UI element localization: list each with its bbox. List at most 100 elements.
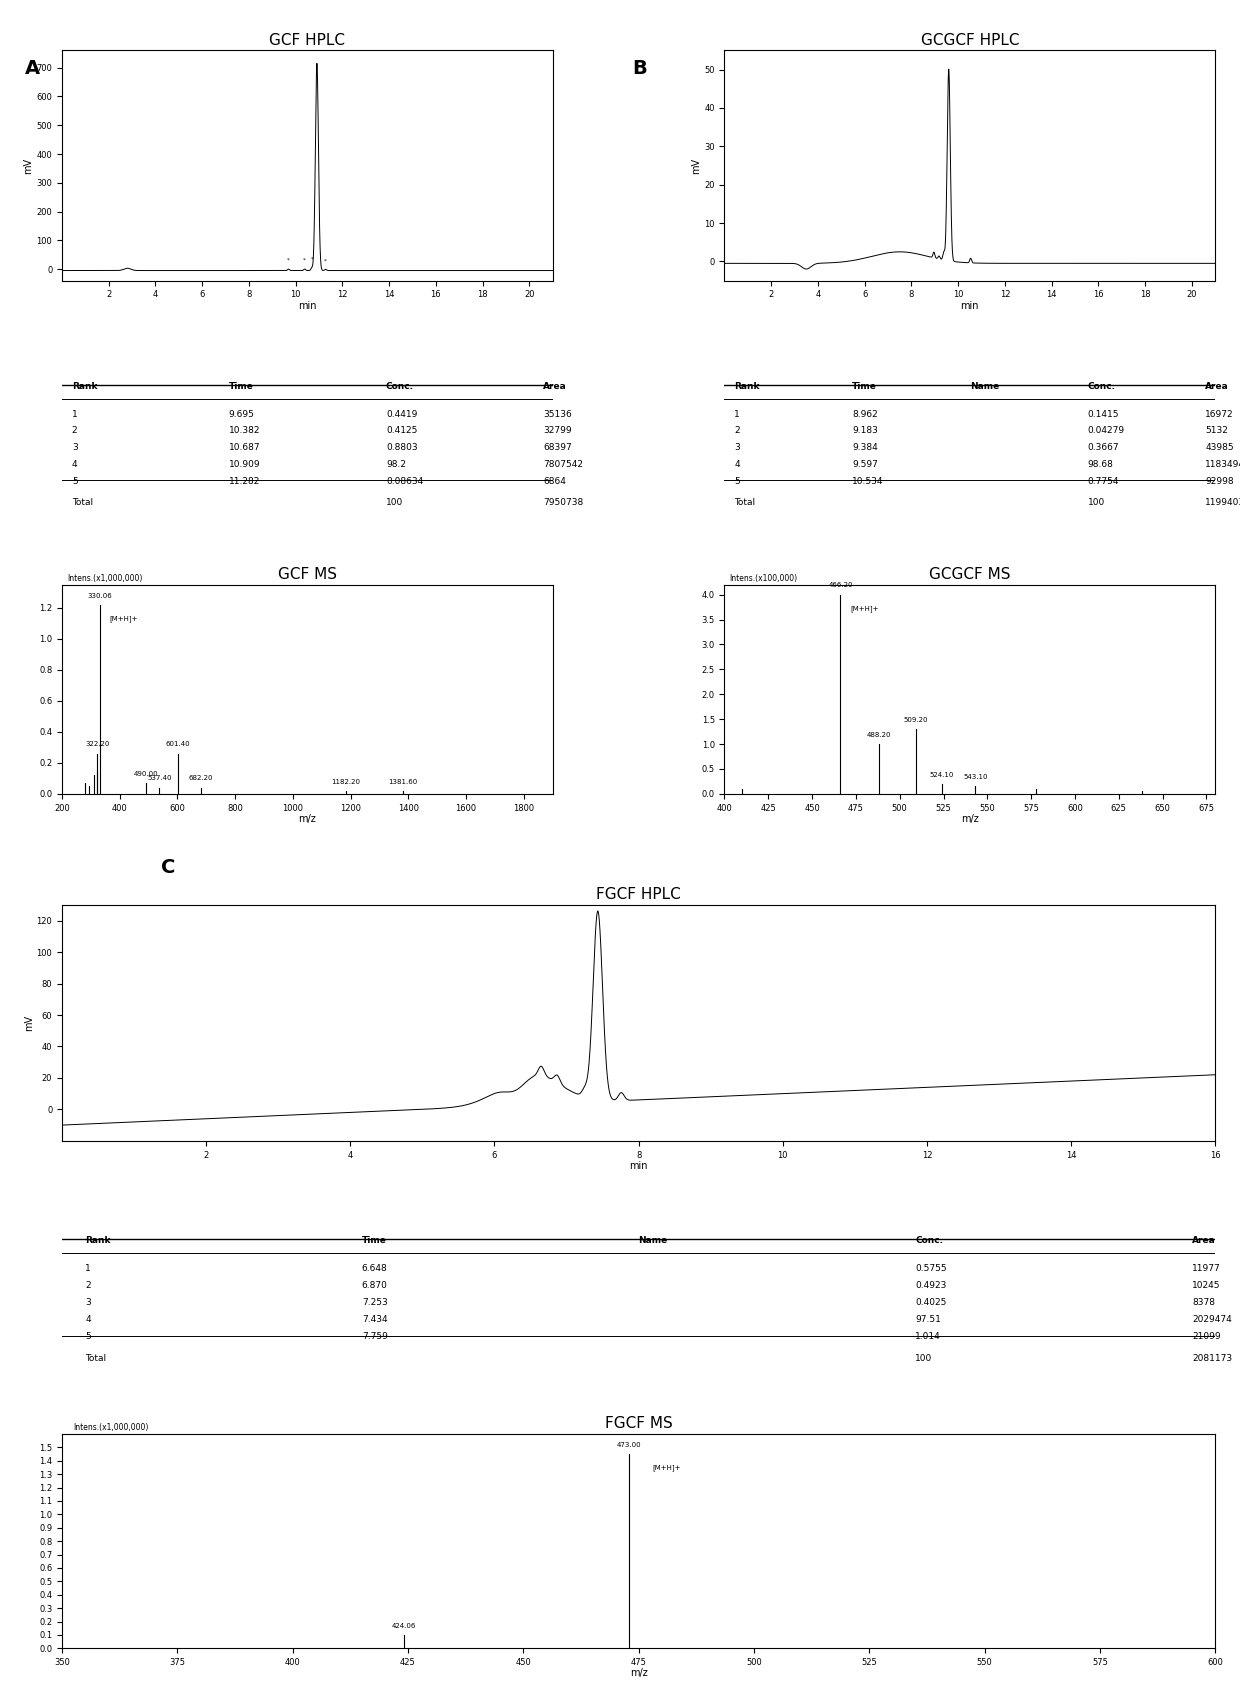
Text: 10.687: 10.687 [229,442,260,452]
Text: 682.20: 682.20 [188,775,213,782]
Text: 6.870: 6.870 [362,1282,388,1290]
Title: FGCF HPLC: FGCF HPLC [596,888,681,902]
Title: GCF HPLC: GCF HPLC [269,34,346,47]
Text: 11.282: 11.282 [229,476,260,486]
Text: 0.08634: 0.08634 [386,476,423,486]
Title: GCGCF HPLC: GCGCF HPLC [920,34,1019,47]
Text: 7.253: 7.253 [362,1299,388,1307]
Text: 97.51: 97.51 [915,1315,941,1324]
Text: Rank: Rank [86,1236,110,1245]
Text: [M+H]+: [M+H]+ [851,606,879,612]
X-axis label: m/z: m/z [961,814,978,824]
Text: 0.4125: 0.4125 [386,426,417,436]
Text: 0.8803: 0.8803 [386,442,418,452]
Text: Intens.(x1,000,000): Intens.(x1,000,000) [67,574,143,582]
Text: Rank: Rank [734,382,760,392]
Text: B: B [632,59,647,77]
Text: 2029474: 2029474 [1192,1315,1231,1324]
Text: 2: 2 [734,426,740,436]
Text: 9.384: 9.384 [852,442,878,452]
Text: 10245: 10245 [1192,1282,1220,1290]
Text: 0.4419: 0.4419 [386,410,417,419]
Text: 100: 100 [915,1354,932,1362]
Text: 11977: 11977 [1192,1263,1221,1273]
Text: 3: 3 [72,442,78,452]
Text: 0.04279: 0.04279 [1087,426,1125,436]
Text: 5132: 5132 [1205,426,1229,436]
Text: Total: Total [86,1354,107,1362]
Text: 330.06: 330.06 [87,592,112,599]
Text: 100: 100 [1087,498,1105,506]
Title: FGCF MS: FGCF MS [605,1416,672,1431]
Text: 98.68: 98.68 [1087,459,1114,469]
Text: *: * [325,259,327,262]
Text: Intens.(x100,000): Intens.(x100,000) [729,574,797,582]
Text: 0.7754: 0.7754 [1087,476,1120,486]
Text: 543.10: 543.10 [963,774,987,780]
X-axis label: min: min [298,301,316,311]
Text: 3: 3 [86,1299,91,1307]
Text: 0.4025: 0.4025 [915,1299,947,1307]
Text: 3: 3 [734,442,740,452]
Text: 4: 4 [734,459,740,469]
Y-axis label: mV: mV [692,158,702,173]
Text: 5: 5 [72,476,78,486]
Text: 2: 2 [86,1282,91,1290]
Text: 473.00: 473.00 [618,1441,641,1448]
Text: 7807542: 7807542 [543,459,583,469]
Text: 11834947: 11834947 [1205,459,1240,469]
Text: 32799: 32799 [543,426,572,436]
Text: 9.183: 9.183 [852,426,878,436]
Text: 92998: 92998 [1205,476,1234,486]
Text: 509.20: 509.20 [904,717,928,723]
Text: 601.40: 601.40 [166,742,190,747]
Text: 488.20: 488.20 [867,732,892,738]
Text: [M+H]+: [M+H]+ [109,616,138,622]
Text: 322.20: 322.20 [86,742,109,747]
Text: Time: Time [362,1236,387,1245]
Text: 1182.20: 1182.20 [331,779,360,784]
Text: 4: 4 [86,1315,91,1324]
Text: [M+H]+: [M+H]+ [652,1465,681,1472]
Text: 0.4923: 0.4923 [915,1282,947,1290]
Text: Conc.: Conc. [386,382,414,392]
Text: 466.20: 466.20 [828,582,853,589]
Text: Area: Area [543,382,567,392]
Text: 0.1415: 0.1415 [1087,410,1120,419]
Text: 8378: 8378 [1192,1299,1215,1307]
Text: 8.962: 8.962 [852,410,878,419]
Text: 10.909: 10.909 [229,459,260,469]
Text: Area: Area [1192,1236,1216,1245]
Text: 6.648: 6.648 [362,1263,388,1273]
Y-axis label: mV: mV [24,158,33,173]
Text: 0.5755: 0.5755 [915,1263,947,1273]
Text: 1: 1 [72,410,78,419]
Text: 6864: 6864 [543,476,565,486]
Text: 10.534: 10.534 [852,476,884,486]
Title: GCGCF MS: GCGCF MS [929,567,1011,582]
Text: Name: Name [639,1236,668,1245]
Text: 424.06: 424.06 [392,1623,415,1628]
Text: Conc.: Conc. [915,1236,944,1245]
Text: *: * [288,257,290,262]
Text: 68397: 68397 [543,442,572,452]
Text: 7950738: 7950738 [543,498,583,506]
Y-axis label: mV: mV [24,1014,33,1031]
Text: 4: 4 [72,459,77,469]
Text: Time: Time [852,382,877,392]
Text: A: A [25,59,40,77]
Text: 16972: 16972 [1205,410,1234,419]
Text: Name: Name [970,382,999,392]
Text: 490.00: 490.00 [134,770,157,777]
Text: *: * [304,257,306,262]
X-axis label: min: min [961,301,980,311]
Text: C: C [161,858,176,876]
Text: *: * [310,257,314,262]
X-axis label: m/z: m/z [299,814,316,824]
Text: 1381.60: 1381.60 [388,779,418,784]
Text: 524.10: 524.10 [930,772,954,777]
Text: 21099: 21099 [1192,1332,1220,1342]
Text: 2081173: 2081173 [1192,1354,1233,1362]
Text: Area: Area [1205,382,1229,392]
Text: 9.695: 9.695 [229,410,254,419]
